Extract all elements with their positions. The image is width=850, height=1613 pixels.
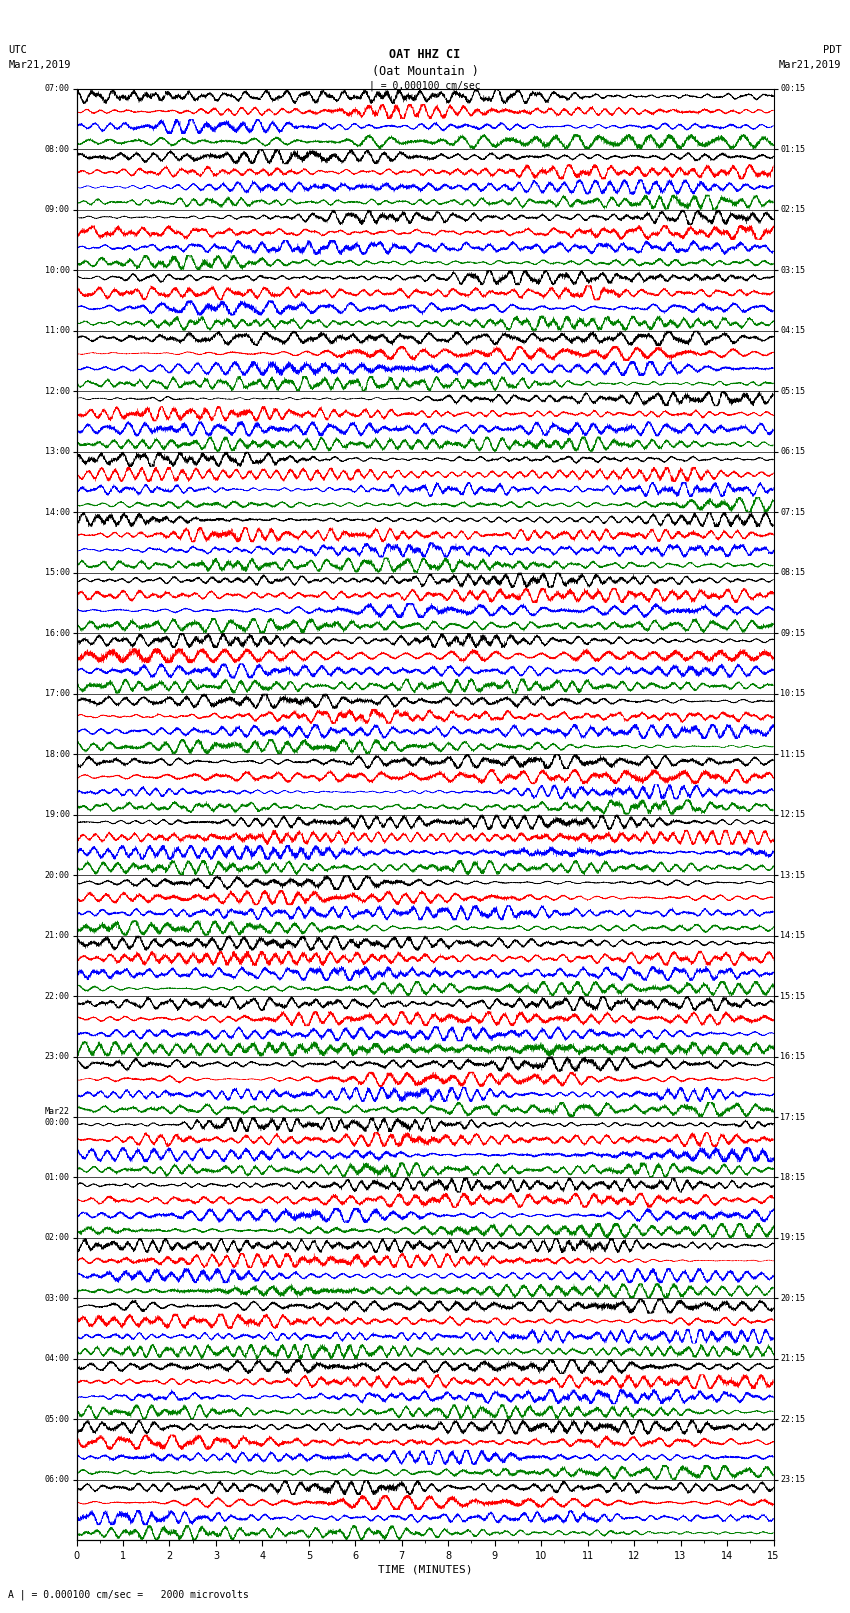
Text: UTC: UTC — [8, 45, 27, 55]
Text: | = 0.000100 cm/sec: | = 0.000100 cm/sec — [369, 81, 481, 92]
Text: Mar21,2019: Mar21,2019 — [8, 60, 71, 69]
Text: PDT: PDT — [823, 45, 842, 55]
X-axis label: TIME (MINUTES): TIME (MINUTES) — [377, 1565, 473, 1574]
Text: A | = 0.000100 cm/sec =   2000 microvolts: A | = 0.000100 cm/sec = 2000 microvolts — [8, 1589, 249, 1600]
Text: OAT HHZ CI: OAT HHZ CI — [389, 48, 461, 61]
Text: (Oat Mountain ): (Oat Mountain ) — [371, 65, 479, 77]
Text: Mar21,2019: Mar21,2019 — [779, 60, 842, 69]
